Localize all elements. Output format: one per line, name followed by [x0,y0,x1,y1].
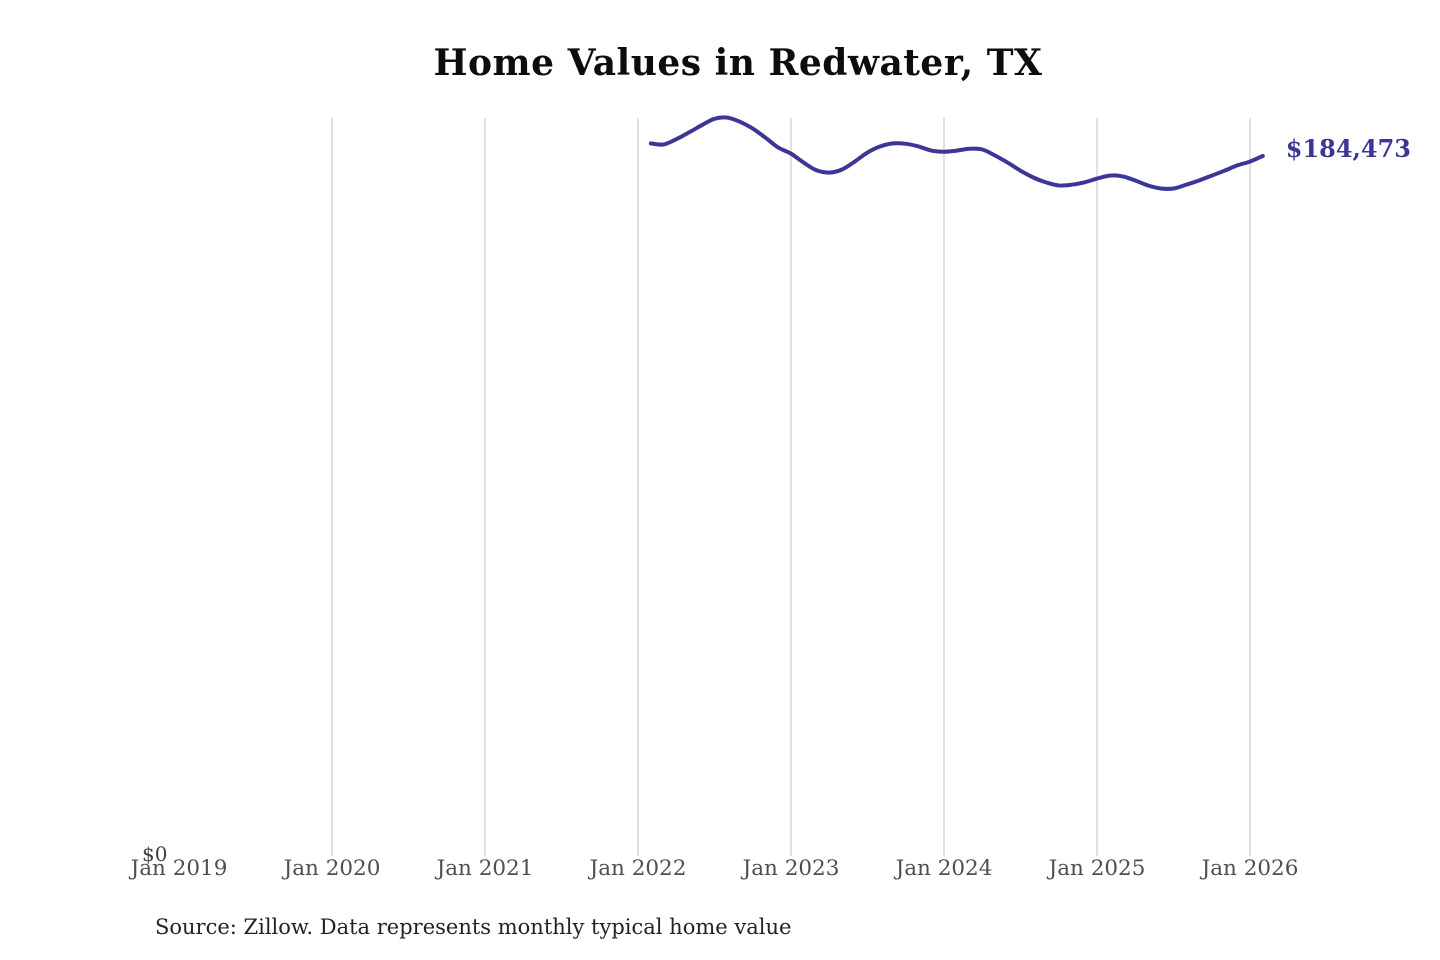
y-axis-zero-label: $0 [142,842,168,866]
x-axis-label: Jan 2023 [742,856,840,881]
gridlines-group [331,118,1251,856]
x-axis-label: Jan 2025 [1048,856,1146,881]
x-axis-label: Jan 2024 [895,856,993,881]
x-axis-label: Jan 2019 [130,856,228,881]
x-axis-label: Jan 2022 [589,856,687,881]
home-value-line-series [648,115,1265,191]
x-axis-label: Jan 2021 [436,856,534,881]
latest-value-label: $184,473 [1285,134,1411,163]
x-axis-label: Jan 2020 [283,856,381,881]
x-axis-label: Jan 2026 [1201,856,1299,881]
chart-title: Home Values in Redwater, TX [433,42,1043,84]
source-attribution: Source: Zillow. Data represents monthly … [155,915,792,939]
